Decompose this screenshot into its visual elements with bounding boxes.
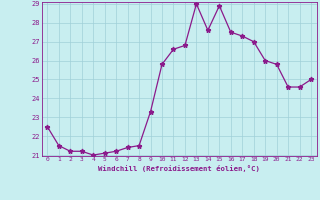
X-axis label: Windchill (Refroidissement éolien,°C): Windchill (Refroidissement éolien,°C) (98, 165, 260, 172)
